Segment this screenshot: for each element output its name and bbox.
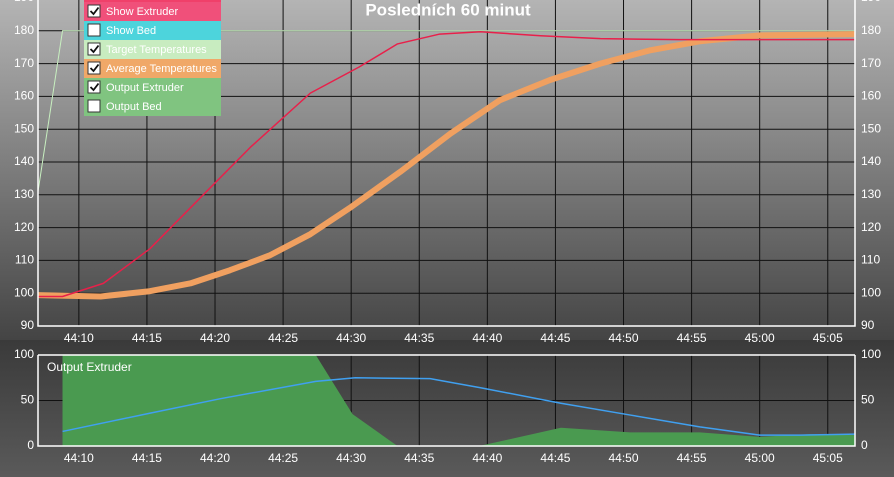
x-tick-label: 44:45 [540,331,570,345]
x-tick-label: 45:05 [813,451,843,465]
checkbox[interactable] [87,99,101,113]
axis-frame [37,355,856,447]
x-tick-label: 44:10 [64,451,94,465]
x-tick-label: 45:00 [745,451,775,465]
y-tick-label: 150 [14,121,34,135]
x-tick-label: 44:50 [609,331,639,345]
y-tick-label: 180 [14,23,34,37]
x-tick-label: 44:25 [268,451,298,465]
line [37,31,856,300]
y-tick-label: 190 [14,0,34,4]
check-mark [89,63,100,73]
legend-row [84,40,221,59]
y-tick-label: 120 [861,220,881,234]
axis-frame [37,0,856,327]
y-tick-label: 170 [861,56,881,70]
x-tick-label: 44:20 [200,451,230,465]
x-tick-label: 44:40 [472,331,502,345]
x-tick-label: 44:40 [472,451,502,465]
checkbox[interactable] [87,4,101,18]
y-tick-label: 150 [861,121,881,135]
line [38,31,855,298]
x-tick-label: 44:45 [540,451,570,465]
y-tick-label: 110 [861,253,880,267]
x-tick-label: 44:35 [404,331,434,345]
legend-label[interactable]: Show Bed [106,25,156,37]
legend: Show Extruder Show Bed Target Temperatures… [84,0,221,116]
line [37,30,855,192]
y-tick-label: 100 [861,285,881,299]
y-tick-label: 120 [14,220,34,234]
legend-row [84,59,221,78]
legend-label[interactable]: Average Temperatures [106,63,217,75]
x-tick-label: 44:10 [64,331,94,345]
y-tick-label: 180 [861,23,881,37]
y-tick-label: 50 [861,393,875,407]
x-tick-label: 44:20 [200,331,230,345]
y-tick-label: 100 [14,285,34,299]
panel-title: Output Extruder [47,360,132,374]
x-tick-label: 44:15 [132,331,162,345]
y-tick-label: 160 [861,89,881,103]
x-tick-label: 44:15 [132,451,162,465]
y-tick-label: 90 [861,318,875,332]
x-tick-label: 44:55 [677,451,707,465]
legend-label[interactable]: Show Extruder [106,6,178,18]
x-tick-label: 44:50 [609,451,639,465]
checkbox[interactable] [87,80,101,94]
checkbox[interactable] [87,61,101,75]
y-tick-label: 100 [861,347,881,361]
y-tick-label: 100 [14,347,34,361]
x-tick-label: 45:05 [813,331,843,345]
x-tick-label: 44:55 [677,331,707,345]
y-tick-label: 140 [14,154,34,168]
legend-row [84,97,221,116]
x-tick-label: 44:25 [268,331,298,345]
check-mark [89,82,100,92]
x-tick-label: 45:00 [745,331,775,345]
y-tick-label: 170 [14,56,34,70]
legend-label[interactable]: Target Temperatures [106,44,207,56]
area [62,355,855,446]
chart-title: Posledních 60 minut [365,0,531,19]
x-tick-label: 44:30 [336,331,366,345]
y-tick-label: 0 [861,438,868,452]
checkbox[interactable] [87,23,101,37]
x-tick-label: 44:35 [404,451,434,465]
y-tick-label: 130 [861,187,881,201]
line [62,377,856,436]
legend-row [84,21,221,40]
y-tick-label: 130 [14,187,34,201]
y-tick-label: 140 [861,154,881,168]
y-tick-label: 160 [14,89,34,103]
y-tick-label: 110 [15,253,34,267]
checkbox[interactable] [87,42,101,56]
x-tick-label: 44:30 [336,451,366,465]
y-tick-label: 50 [21,393,35,407]
check-mark [89,6,100,16]
legend-label[interactable]: Output Extruder [106,82,184,94]
legend-row [84,78,221,97]
check-mark [89,44,100,54]
y-tick-label: 0 [27,438,34,452]
y-tick-label: 90 [21,318,35,332]
legend-row [84,0,221,2]
y-tick-label: 190 [861,0,881,4]
legend-row [84,2,221,21]
legend-label[interactable]: Output Bed [106,101,162,113]
